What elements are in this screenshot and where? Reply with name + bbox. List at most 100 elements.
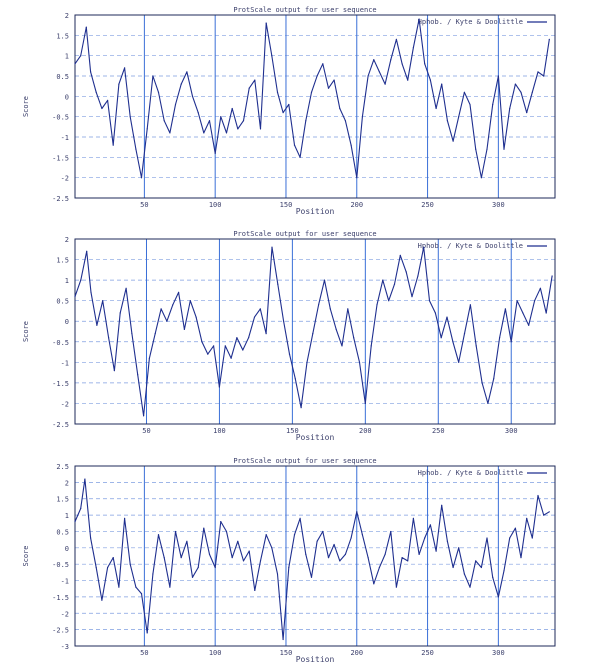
data-point [265,22,267,24]
data-point [271,547,273,549]
data-point [350,537,352,539]
data-point [208,553,211,556]
data-point [537,494,539,497]
chart-panel-2: 2 1.5 1 0.5 0 -0.5 -1 -1.5 -2 -2.5 50 100 150 200 250 3… [22,230,556,442]
data-point [446,120,448,122]
data-point [509,107,511,110]
data-point [531,91,533,93]
y-tick-label: 0.5 [56,528,69,536]
data-point [225,132,228,134]
y-tick-label: 1 [65,53,69,61]
data-point [520,91,522,93]
x-axis-label: Position [296,655,335,664]
data-point [102,300,104,302]
data-point [265,333,267,335]
x-tick-label: 300 [492,649,505,657]
data-point [189,300,191,302]
y-tick-label: -1.5 [52,154,69,162]
data-point [531,537,533,539]
data-point [253,316,256,318]
data-point [356,511,358,513]
data-point [435,550,437,552]
x-tick-label: 200 [359,427,372,435]
y-tick-label: -1 [61,578,69,586]
data-point [254,79,256,81]
data-point [74,296,76,298]
data-point [299,517,301,520]
data-point [543,75,545,77]
data-point [288,353,291,355]
data-point [339,107,341,110]
data-point [424,63,426,65]
data-point [475,148,477,150]
data-point [503,148,505,150]
data-point [441,504,443,506]
data-point [390,530,392,533]
data-point [180,557,182,559]
data-point [417,275,419,277]
data-point [356,177,358,179]
y-tick-label: -1 [61,359,69,367]
data-point [140,593,143,595]
data-point [316,75,318,77]
data-point [526,112,528,114]
data-point [85,26,87,28]
data-point [323,279,326,281]
data-point [101,107,103,110]
data-point [230,357,232,359]
data-point [497,596,499,598]
data-point [452,140,454,142]
data-point [186,540,188,542]
plot-frame [74,14,556,199]
x-tick-label: 250 [421,649,434,657]
y-tick-label: 2 [65,12,69,20]
y-tick-label: -0.5 [52,114,69,122]
data-point [469,586,471,588]
data-point [119,312,121,314]
data-point [327,557,330,559]
data-point [407,560,409,562]
data-point [288,103,290,106]
chart-title: ProtScale output for user sequence [233,230,376,238]
data-point [440,337,442,339]
data-point [499,337,501,339]
data-point [271,246,273,248]
x-tick-label: 100 [209,201,222,209]
data-point [143,415,145,417]
data-point [469,103,471,106]
data-point [254,589,256,592]
y-tick-label: 1 [65,512,69,520]
data-point [435,107,437,110]
data-point [214,566,216,569]
data-point [452,341,454,343]
data-point [339,560,341,562]
data-point [382,279,384,281]
data-point [86,250,88,252]
chart-panel-3: 2.5 2 1.5 1 0.5 0 -0.5 -1 -1.5 -2 -2.5 -3 50 100 150 20… [22,457,556,664]
data-point [545,312,547,314]
legend-label: Hphob. / Kyte & Doolittle [418,242,523,250]
y-tick-label: -1.5 [52,380,69,388]
data-point [418,553,420,556]
data-point [310,576,313,578]
data-point [514,527,517,529]
data-point [80,507,82,510]
data-point [367,75,369,77]
data-point [186,71,188,73]
data-point [344,553,346,556]
x-axis-label: Position [296,433,335,442]
data-point [157,534,160,536]
data-point [548,511,550,513]
data-point [509,537,511,539]
x-tick-label: 150 [286,427,299,435]
data-point [429,524,431,526]
data-point [528,324,530,326]
plot-frame [74,465,556,647]
data-point [108,337,110,339]
data-point [401,63,403,65]
data-point [248,337,250,339]
data-point [96,324,98,326]
data-point [322,530,324,533]
data-point [361,116,363,118]
